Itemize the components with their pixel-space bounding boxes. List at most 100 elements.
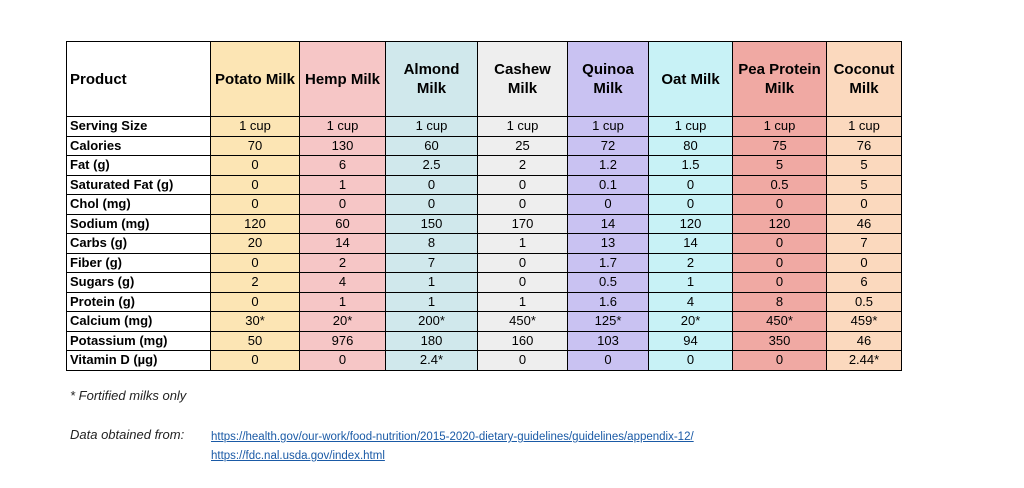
row-label: Saturated Fat (g) bbox=[66, 174, 211, 195]
table-cell: 0 bbox=[732, 194, 827, 215]
table-cell: 20* bbox=[299, 311, 386, 332]
table-cell: 0 bbox=[732, 272, 827, 293]
table-cell: 14 bbox=[567, 213, 649, 234]
row-label: Potassium (mg) bbox=[66, 330, 211, 351]
table-cell: 1 cup bbox=[210, 116, 300, 137]
table-cell: 450* bbox=[477, 311, 568, 332]
table-row: Fat (g) 0 6 2.5 2 1.2 1.5 5 5 bbox=[66, 155, 902, 176]
table-row: Calories 70 130 60 25 72 80 75 76 bbox=[66, 135, 902, 156]
table-cell: 5 bbox=[732, 155, 827, 176]
table-cell: 150 bbox=[385, 213, 478, 234]
table-cell: 350 bbox=[732, 330, 827, 351]
table-cell: 0 bbox=[477, 194, 568, 215]
table-row: Saturated Fat (g) 0 1 0 0 0.1 0 0.5 5 bbox=[66, 174, 902, 195]
row-label: Sodium (mg) bbox=[66, 213, 211, 234]
table-cell: 6 bbox=[299, 155, 386, 176]
table-cell: 2.5 bbox=[385, 155, 478, 176]
table-cell: 160 bbox=[477, 330, 568, 351]
table-cell: 0 bbox=[385, 174, 478, 195]
table-row: Chol (mg) 0 0 0 0 0 0 0 0 bbox=[66, 194, 902, 215]
table-cell: 0 bbox=[210, 155, 300, 176]
table-cell: 0.5 bbox=[826, 291, 902, 312]
table-cell: 180 bbox=[385, 330, 478, 351]
table-cell: 0 bbox=[648, 350, 733, 371]
header-row: Product Potato Milk Hemp Milk Almond Mil… bbox=[66, 41, 902, 117]
source-links: https://health.gov/our-work/food-nutriti… bbox=[211, 428, 694, 466]
header-cashew-milk: Cashew Milk bbox=[477, 41, 568, 117]
footnote: * Fortified milks only bbox=[70, 388, 187, 403]
header-oat-milk: Oat Milk bbox=[648, 41, 733, 117]
table-cell: 976 bbox=[299, 330, 386, 351]
table-cell: 2 bbox=[648, 252, 733, 273]
table-cell: 459* bbox=[826, 311, 902, 332]
table-cell: 0 bbox=[826, 252, 902, 273]
row-label: Calories bbox=[66, 135, 211, 156]
table-cell: 1 bbox=[385, 272, 478, 293]
table-row: Potassium (mg) 50 976 180 160 103 94 350 46 bbox=[66, 330, 902, 351]
header-almond-milk: Almond Milk bbox=[385, 41, 478, 117]
row-label: Vitamin D (µg) bbox=[66, 350, 211, 371]
table-cell: 1.6 bbox=[567, 291, 649, 312]
table-cell: 1 cup bbox=[477, 116, 568, 137]
table-cell: 2.4* bbox=[385, 350, 478, 371]
table-cell: 120 bbox=[732, 213, 827, 234]
table-cell: 70 bbox=[210, 135, 300, 156]
table-cell: 1 cup bbox=[385, 116, 478, 137]
source-link-health-gov[interactable]: https://health.gov/our-work/food-nutriti… bbox=[211, 431, 694, 443]
table-cell: 75 bbox=[732, 135, 827, 156]
table-cell: 0 bbox=[210, 174, 300, 195]
table-cell: 103 bbox=[567, 330, 649, 351]
table-cell: 0 bbox=[732, 252, 827, 273]
table-row: Sugars (g) 2 4 1 0 0.5 1 0 6 bbox=[66, 272, 902, 293]
table-cell: 0 bbox=[299, 194, 386, 215]
source-label: Data obtained from: bbox=[70, 427, 185, 442]
table-cell: 130 bbox=[299, 135, 386, 156]
table-cell: 170 bbox=[477, 213, 568, 234]
table-cell: 80 bbox=[648, 135, 733, 156]
table-cell: 120 bbox=[648, 213, 733, 234]
table-cell: 0 bbox=[210, 350, 300, 371]
header-pea-protein-milk: Pea Protein Milk bbox=[732, 41, 827, 117]
table-cell: 8 bbox=[732, 291, 827, 312]
table-cell: 50 bbox=[210, 330, 300, 351]
table-cell: 0 bbox=[210, 291, 300, 312]
table-cell: 0 bbox=[567, 194, 649, 215]
table-cell: 2 bbox=[299, 252, 386, 273]
table-cell: 46 bbox=[826, 330, 902, 351]
source-link-usda[interactable]: https://fdc.nal.usda.gov/index.html bbox=[211, 450, 385, 462]
table-row: Fiber (g) 0 2 7 0 1.7 2 0 0 bbox=[66, 252, 902, 273]
row-label: Protein (g) bbox=[66, 291, 211, 312]
table-cell: 0.5 bbox=[567, 272, 649, 293]
table-cell: 1 cup bbox=[567, 116, 649, 137]
table-cell: 0 bbox=[567, 350, 649, 371]
table-cell: 0 bbox=[477, 252, 568, 273]
table-row: Calcium (mg) 30* 20* 200* 450* 125* 20* 450* 459… bbox=[66, 311, 902, 332]
table-cell: 5 bbox=[826, 155, 902, 176]
table-row: Serving Size 1 cup 1 cup 1 cup 1 cup 1 cup 1 c… bbox=[66, 116, 902, 137]
table-cell: 8 bbox=[385, 233, 478, 254]
table-cell: 13 bbox=[567, 233, 649, 254]
table-cell: 1 bbox=[385, 291, 478, 312]
table-cell: 14 bbox=[648, 233, 733, 254]
table-cell: 20 bbox=[210, 233, 300, 254]
table-cell: 4 bbox=[648, 291, 733, 312]
table-cell: 14 bbox=[299, 233, 386, 254]
table-cell: 25 bbox=[477, 135, 568, 156]
table-cell: 60 bbox=[385, 135, 478, 156]
row-label: Calcium (mg) bbox=[66, 311, 211, 332]
table-cell: 1 bbox=[477, 291, 568, 312]
table-cell: 0 bbox=[648, 174, 733, 195]
table-cell: 0 bbox=[826, 194, 902, 215]
table-cell: 46 bbox=[826, 213, 902, 234]
table-cell: 0.1 bbox=[567, 174, 649, 195]
table-cell: 0 bbox=[210, 252, 300, 273]
table-cell: 7 bbox=[385, 252, 478, 273]
table-cell: 2 bbox=[477, 155, 568, 176]
table-cell: 2 bbox=[210, 272, 300, 293]
table-cell: 0 bbox=[648, 194, 733, 215]
header-hemp-milk: Hemp Milk bbox=[299, 41, 386, 117]
table-cell: 2.44* bbox=[826, 350, 902, 371]
table-cell: 6 bbox=[826, 272, 902, 293]
table-cell: 120 bbox=[210, 213, 300, 234]
table-row: Protein (g) 0 1 1 1 1.6 4 8 0.5 bbox=[66, 291, 902, 312]
